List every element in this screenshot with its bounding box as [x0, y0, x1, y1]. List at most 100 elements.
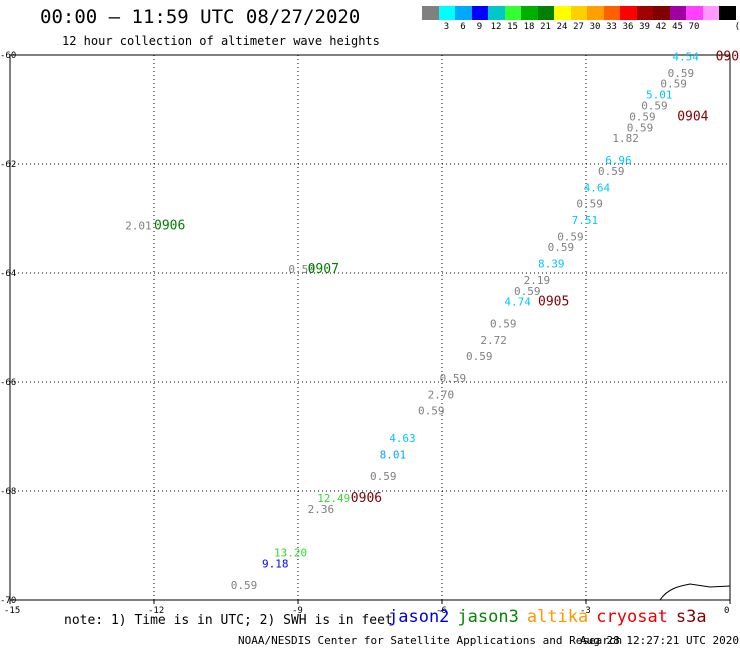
wave-height-label: 0.59	[466, 350, 493, 363]
wave-height-label: 7.51	[572, 214, 599, 227]
wave-height-label: 2.70	[428, 388, 455, 401]
y-tick-label: -62	[0, 160, 16, 170]
coastline	[659, 583, 731, 601]
colorbar-swatch	[587, 6, 604, 20]
satellite-legend-s3a: s3a	[675, 607, 707, 627]
wave-height-label: 0.59	[629, 110, 656, 123]
wave-height-label: 0.59	[627, 121, 654, 134]
wave-height-label: 0.59	[514, 285, 541, 298]
x-tick-label: 0	[724, 606, 729, 616]
colorbar-tick-label: 42	[655, 22, 667, 32]
pass-time-label: 0904	[677, 109, 708, 124]
wave-height-label: 0.59	[231, 579, 257, 592]
wave-height-label: 0.59	[660, 78, 687, 91]
colorbar-swatch	[620, 6, 637, 20]
colorbar-swatch	[686, 6, 703, 20]
x-tick-label: -9	[292, 606, 303, 616]
wave-height-label: 0.59	[548, 241, 575, 254]
satellite-legend-jason2: jason2	[388, 607, 450, 627]
wave-height-label: 0.59	[370, 470, 397, 483]
colorbar-swatch	[455, 6, 472, 20]
colorbar-swatch	[422, 6, 439, 20]
wave-height-label: 5.01	[646, 89, 673, 102]
x-tick-label: -12	[148, 606, 164, 616]
pass-time-label: 0907	[308, 262, 339, 277]
pass-time-label: 0906	[154, 218, 185, 233]
chart-subtitle: 12 hour collection of altimeter wave hei…	[62, 34, 380, 48]
wave-height-label: 6.96	[605, 154, 632, 167]
colorbar-tick-label: 3	[443, 22, 450, 32]
pass-time-label: 0906	[351, 491, 382, 506]
colorbar-swatch	[719, 6, 736, 20]
wave-height-label: 12.49	[317, 492, 350, 505]
colorbar-tick-label: 24	[556, 22, 568, 32]
wave-height-label: 1.82	[612, 132, 639, 145]
wave-height-label: 0.59	[641, 100, 668, 113]
satellite-legend: jason2 jason3 altika cryosat s3a	[388, 607, 715, 627]
colorbar-swatch	[653, 6, 670, 20]
generation-timestamp: Aug 28 12:27:21 UTC 2020	[580, 634, 739, 647]
wave-height-label: 8.39	[538, 258, 565, 271]
wave-height-label: 0.59	[557, 230, 584, 243]
wave-height-label: 4.63	[389, 432, 416, 445]
wave-height-label: 8.01	[380, 448, 407, 461]
wave-height-label: 2.19	[524, 274, 551, 287]
x-tick-label: -6	[436, 606, 447, 616]
y-tick-label: -68	[0, 487, 16, 497]
y-tick-label: -66	[0, 378, 16, 388]
colorbar-tick-label: 21	[540, 22, 551, 32]
colorbar-swatch	[504, 6, 522, 20]
wave-height-label: 2.01	[125, 219, 152, 232]
wave-height-label: 0.59	[490, 318, 517, 331]
y-tick-label: -70	[0, 596, 16, 606]
satellite-legend-jason3: jason3	[457, 607, 519, 627]
wave-height-label: 2.36	[308, 503, 335, 516]
colorbar-tick-label: 9	[476, 22, 483, 32]
y-tick-label: -60	[0, 51, 16, 61]
colorbar-swatch	[537, 6, 555, 20]
plot-frame	[9, 54, 731, 601]
y-tick-label: -64	[0, 269, 16, 279]
colorbar-swatch	[521, 6, 538, 20]
footer-note: note: 1) Time is in UTC; 2) SWH is in fe…	[64, 613, 393, 628]
colorbar-tick-label: 15	[507, 22, 518, 32]
wave-height-label: 0.59	[668, 67, 695, 80]
colorbar-tick-label: 45	[672, 22, 683, 32]
x-tick-label: -15	[4, 606, 20, 616]
colorbar-tick-label: 27	[573, 22, 584, 32]
wave-height-label: 0.59	[288, 263, 315, 276]
wave-height-label: 4.74	[504, 296, 531, 309]
colorbar-unit: (ft)	[734, 22, 740, 32]
wave-height-label: 0.59	[598, 165, 625, 178]
colorbar-swatch	[570, 6, 588, 20]
colorbar-tick-label: 33	[606, 22, 617, 32]
chart-title: 00:00 – 11:59 UTC 08/27/2020	[40, 6, 361, 28]
wave-height-label: 0.59	[440, 372, 467, 385]
colorbar-swatch	[471, 6, 489, 20]
pass-time-label: 090	[716, 49, 739, 64]
colorbar-tick-label: 12	[490, 22, 502, 32]
colorbar-tick-label: 36	[622, 22, 634, 32]
colorbar-tick-label: 70	[688, 22, 700, 32]
colorbar-swatch	[702, 6, 720, 20]
colorbar-swatch	[554, 6, 571, 20]
credit-text: NOAA/NESDIS Center for Satellite Applica…	[238, 634, 623, 647]
colorbar-tick-label: 30	[589, 22, 601, 32]
colorbar-swatch	[636, 6, 654, 20]
satellite-legend-cryosat: cryosat	[596, 607, 668, 627]
wave-height-label: 0.59	[576, 198, 603, 211]
wave-height-label: 13.20	[274, 546, 307, 559]
x-tick-label: -3	[580, 606, 591, 616]
wave-height-label: 9.18	[262, 557, 289, 570]
colorbar-swatch	[669, 6, 687, 20]
colorbar-swatch	[438, 6, 456, 20]
colorbar-tick-label: 6	[460, 22, 466, 32]
satellite-legend-altika: altika	[526, 607, 589, 627]
colorbar-tick-label: 18	[523, 22, 535, 32]
wave-height-label: 2.72	[480, 334, 507, 347]
wave-height-label: 0.59	[418, 405, 445, 418]
wave-height-label: 4.64	[584, 181, 611, 194]
colorbar-swatch	[603, 6, 621, 20]
colorbar-swatch	[488, 6, 505, 20]
